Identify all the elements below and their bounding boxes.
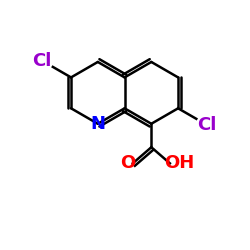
Text: OH: OH: [164, 154, 194, 172]
Text: Cl: Cl: [197, 116, 217, 134]
Text: N: N: [90, 115, 105, 133]
Text: O: O: [120, 154, 135, 172]
Text: Cl: Cl: [32, 52, 52, 70]
